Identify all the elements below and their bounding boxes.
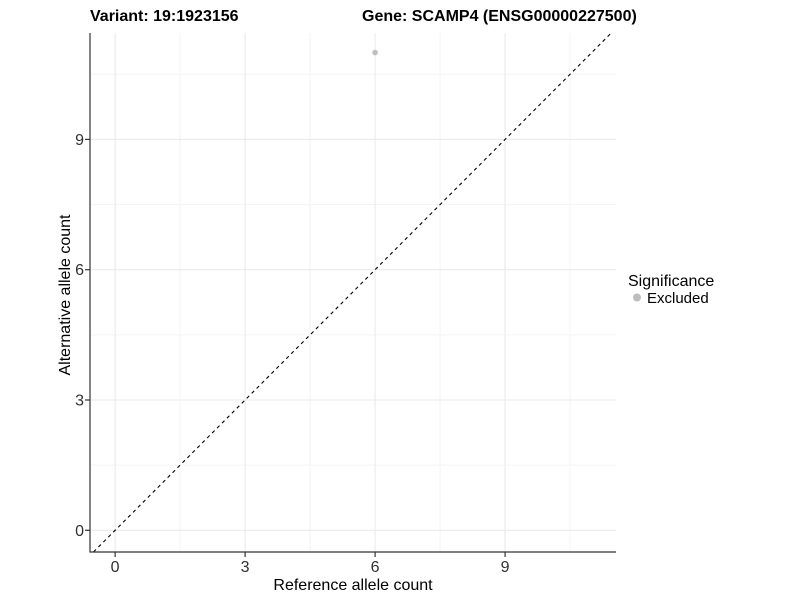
legend-entry-label: Excluded <box>647 290 709 307</box>
identity-line <box>93 32 612 553</box>
x-tick-label: 9 <box>501 559 510 576</box>
gridlines-layer <box>90 33 616 552</box>
x-axis-title: Reference allele count <box>273 577 433 594</box>
plot-title-variant: Variant: 19:1923156 <box>90 8 239 25</box>
plot-title-gene: Gene: SCAMP4 (ENSG00000227500) <box>362 8 637 25</box>
y-tick-label: 0 <box>75 523 84 540</box>
y-tick-label: 3 <box>75 392 84 409</box>
legend-point-icon <box>633 293 641 302</box>
y-axis-title: Alternative allele count <box>57 214 74 376</box>
x-tick-label: 0 <box>111 559 120 576</box>
y-tick-label: 9 <box>75 132 84 149</box>
axes-layer: 0 3 6 9 0 3 6 9 <box>75 33 616 576</box>
legend: Significance Excluded <box>628 273 714 307</box>
y-tick-label: 6 <box>75 262 84 279</box>
marks-layer <box>93 32 612 553</box>
data-point <box>372 49 378 56</box>
x-tick-label: 6 <box>371 559 380 576</box>
x-tick-label: 3 <box>241 559 250 576</box>
legend-title: Significance <box>628 273 714 290</box>
